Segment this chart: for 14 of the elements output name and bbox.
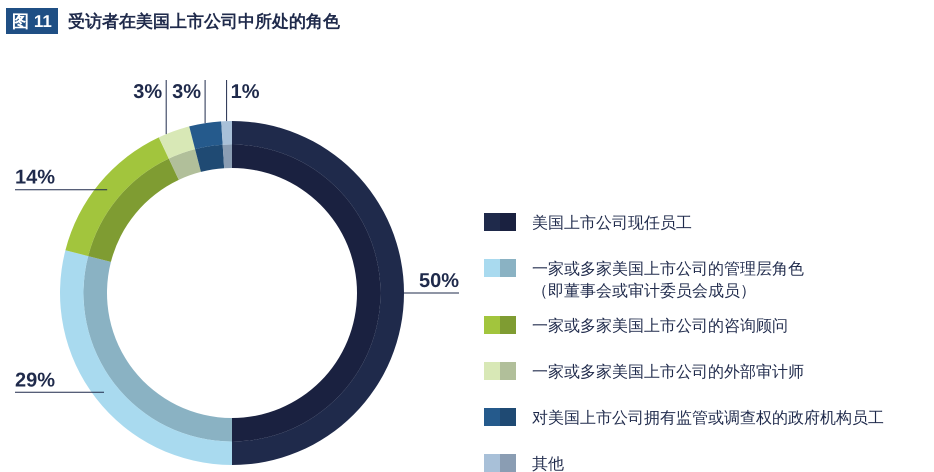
legend-label: 一家或多家美国上市公司的外部审计师 [532, 363, 804, 381]
legend-label: 一家或多家美国上市公司的咨询顾问 [532, 317, 788, 335]
legend-label: 一家或多家美国上市公司的管理层角色（即董事会或审计委员会成员） [532, 260, 804, 300]
legend-label: 对美国上市公司拥有监管或调查权的政府机构员工 [532, 409, 884, 427]
legend-label: 其他 [532, 455, 564, 472]
caption: 图 11 [12, 12, 52, 31]
data-label: 29% [15, 369, 56, 392]
data-label: 3% [172, 81, 202, 103]
legend-label: 美国上市公司现任员工 [532, 214, 692, 232]
data-label: 1% [230, 81, 260, 103]
data-label: 14% [15, 166, 56, 189]
data-label: 3% [133, 81, 162, 103]
chart-title: 受访者在美国上市公司中所处的角色 [68, 12, 341, 31]
data-label: 50% [418, 270, 460, 292]
